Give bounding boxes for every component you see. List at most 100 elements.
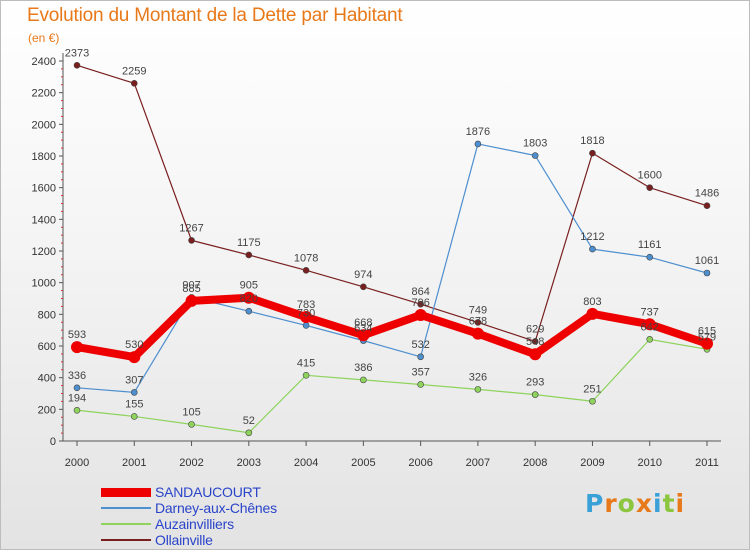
y-tick-label: 2200 <box>32 88 56 100</box>
data-point-darney-aux-ch-nes <box>646 253 654 261</box>
data-label-auzainvilliers: 105 <box>182 406 200 418</box>
legend-label: SANDAUCOURT <box>155 484 261 500</box>
y-tick-label: 400 <box>38 373 56 385</box>
data-label-auzainvilliers: 326 <box>469 371 487 383</box>
data-point-auzainvilliers <box>302 371 310 379</box>
legend-swatch <box>101 523 151 525</box>
x-tick-label: 2009 <box>580 457 604 469</box>
data-label-auzainvilliers: 579 <box>698 331 716 343</box>
data-label-ollainville: 1486 <box>695 188 719 200</box>
legend-label: Auzainvilliers <box>155 516 234 532</box>
data-point-auzainvilliers <box>73 406 81 414</box>
data-label-auzainvilliers: 155 <box>125 398 143 410</box>
data-point-auzainvilliers <box>589 397 596 405</box>
data-label-sandaucourt: 668 <box>354 317 372 329</box>
logo-letter: r <box>604 489 618 518</box>
data-point-darney-aux-ch-nes <box>302 322 310 329</box>
data-label-sandaucourt: 796 <box>411 297 429 309</box>
data-point-auzainvilliers <box>474 386 482 393</box>
data-point-auzainvilliers <box>360 376 367 384</box>
data-label-darney-aux-ch-nes: 907 <box>182 279 200 291</box>
data-label-darney-aux-ch-nes: 1212 <box>580 231 604 243</box>
data-label-sandaucourt: 803 <box>583 296 601 308</box>
data-label-ollainville: 974 <box>354 269 372 281</box>
x-tick-label: 2006 <box>408 457 432 469</box>
data-point-darney-aux-ch-nes <box>589 245 596 253</box>
data-point-auzainvilliers <box>646 336 654 343</box>
data-label-auzainvilliers: 52 <box>243 415 255 427</box>
legend-item-sandaucourt: SANDAUCOURT <box>101 484 361 500</box>
y-tick-label: 0 <box>50 436 56 448</box>
data-point-ollainville <box>130 80 138 87</box>
data-label-darney-aux-ch-nes: 307 <box>125 374 143 386</box>
legend-swatch <box>101 507 151 509</box>
series-line-sandaucourt <box>73 293 711 362</box>
data-point-ollainville <box>73 61 81 69</box>
data-label-ollainville: 749 <box>469 304 487 316</box>
data-point-ollainville <box>531 338 539 345</box>
logo-letter: i <box>653 489 663 518</box>
data-label-auzainvilliers: 357 <box>411 366 429 378</box>
data-label-sandaucourt: 737 <box>641 306 659 318</box>
data-label-darney-aux-ch-nes: 336 <box>68 370 86 382</box>
data-label-darney-aux-ch-nes: 634 <box>354 323 372 335</box>
logo-letter: t <box>662 489 676 518</box>
logo-letter: P <box>585 489 605 518</box>
data-point-darney-aux-ch-nes <box>73 384 81 392</box>
data-label-ollainville: 1175 <box>237 237 261 249</box>
x-tick-label: 2007 <box>466 457 490 469</box>
data-label-auzainvilliers: 194 <box>68 392 86 404</box>
data-point-sandaucourt <box>586 307 599 320</box>
proxiti-logo: Proxiti <box>585 489 685 518</box>
data-point-sandaucourt <box>357 329 370 342</box>
y-tick-label: 1400 <box>32 214 56 226</box>
data-label-sandaucourt: 548 <box>526 336 544 348</box>
y-tick-label: 2400 <box>32 56 56 68</box>
data-label-darney-aux-ch-nes: 1803 <box>523 138 547 150</box>
data-point-auzainvilliers <box>531 391 539 398</box>
data-label-ollainville: 864 <box>411 286 429 298</box>
unit-label: (en €) <box>28 31 60 45</box>
y-tick-label: 800 <box>38 309 56 321</box>
data-point-darney-aux-ch-nes <box>245 307 253 315</box>
legend-item-darney-aux-ch-nes: Darney-aux-Chênes <box>101 500 361 516</box>
chart-title: Evolution du Montant de la Dette par Hab… <box>27 5 403 26</box>
data-label-darney-aux-ch-nes: 532 <box>411 339 429 351</box>
logo-letter: x <box>635 489 653 518</box>
data-point-sandaucourt <box>529 348 542 361</box>
legend: SANDAUCOURT Darney-aux-Chênes Auzainvillie… <box>101 484 361 548</box>
y-tick-label: 1600 <box>32 183 56 195</box>
data-label-ollainville: 1078 <box>294 252 318 264</box>
legend-label: Ollainville <box>155 532 213 548</box>
legend-item-auzainvilliers: Auzainvilliers <box>101 516 361 532</box>
data-point-sandaucourt <box>242 291 255 304</box>
data-point-sandaucourt <box>471 327 484 340</box>
data-label-auzainvilliers: 642 <box>641 321 659 333</box>
data-label-ollainville: 1267 <box>179 222 203 234</box>
series-lines <box>71 61 713 437</box>
data-label-darney-aux-ch-nes: 820 <box>240 293 258 305</box>
data-point-ollainville <box>474 319 482 326</box>
data-point-sandaucourt <box>128 351 141 364</box>
data-point-ollainville <box>589 149 596 157</box>
data-point-ollainville <box>302 267 310 274</box>
data-point-sandaucourt <box>185 294 198 307</box>
legend-swatch <box>101 539 151 541</box>
y-tick-label: 600 <box>38 341 56 353</box>
data-label-auzainvilliers: 293 <box>526 377 544 389</box>
legend-label: Darney-aux-Chênes <box>155 500 277 516</box>
y-tick-label: 2000 <box>32 119 56 131</box>
y-tick-label: 1200 <box>32 246 56 258</box>
x-tick-label: 2011 <box>695 457 719 469</box>
axes: 0 200 400 600 800 1000 1200 1400 1600 1800 2000 220… <box>32 53 721 469</box>
data-label-sandaucourt: 678 <box>469 316 487 328</box>
series-line-ollainville <box>76 64 708 343</box>
data-point-ollainville <box>703 202 711 210</box>
data-point-darney-aux-ch-nes <box>474 140 482 148</box>
data-label-ollainville: 1600 <box>637 170 661 182</box>
data-label-auzainvilliers: 415 <box>297 357 315 369</box>
x-tick-label: 2005 <box>351 457 375 469</box>
x-tick-label: 2002 <box>179 457 203 469</box>
data-label-darney-aux-ch-nes: 1876 <box>466 126 490 138</box>
